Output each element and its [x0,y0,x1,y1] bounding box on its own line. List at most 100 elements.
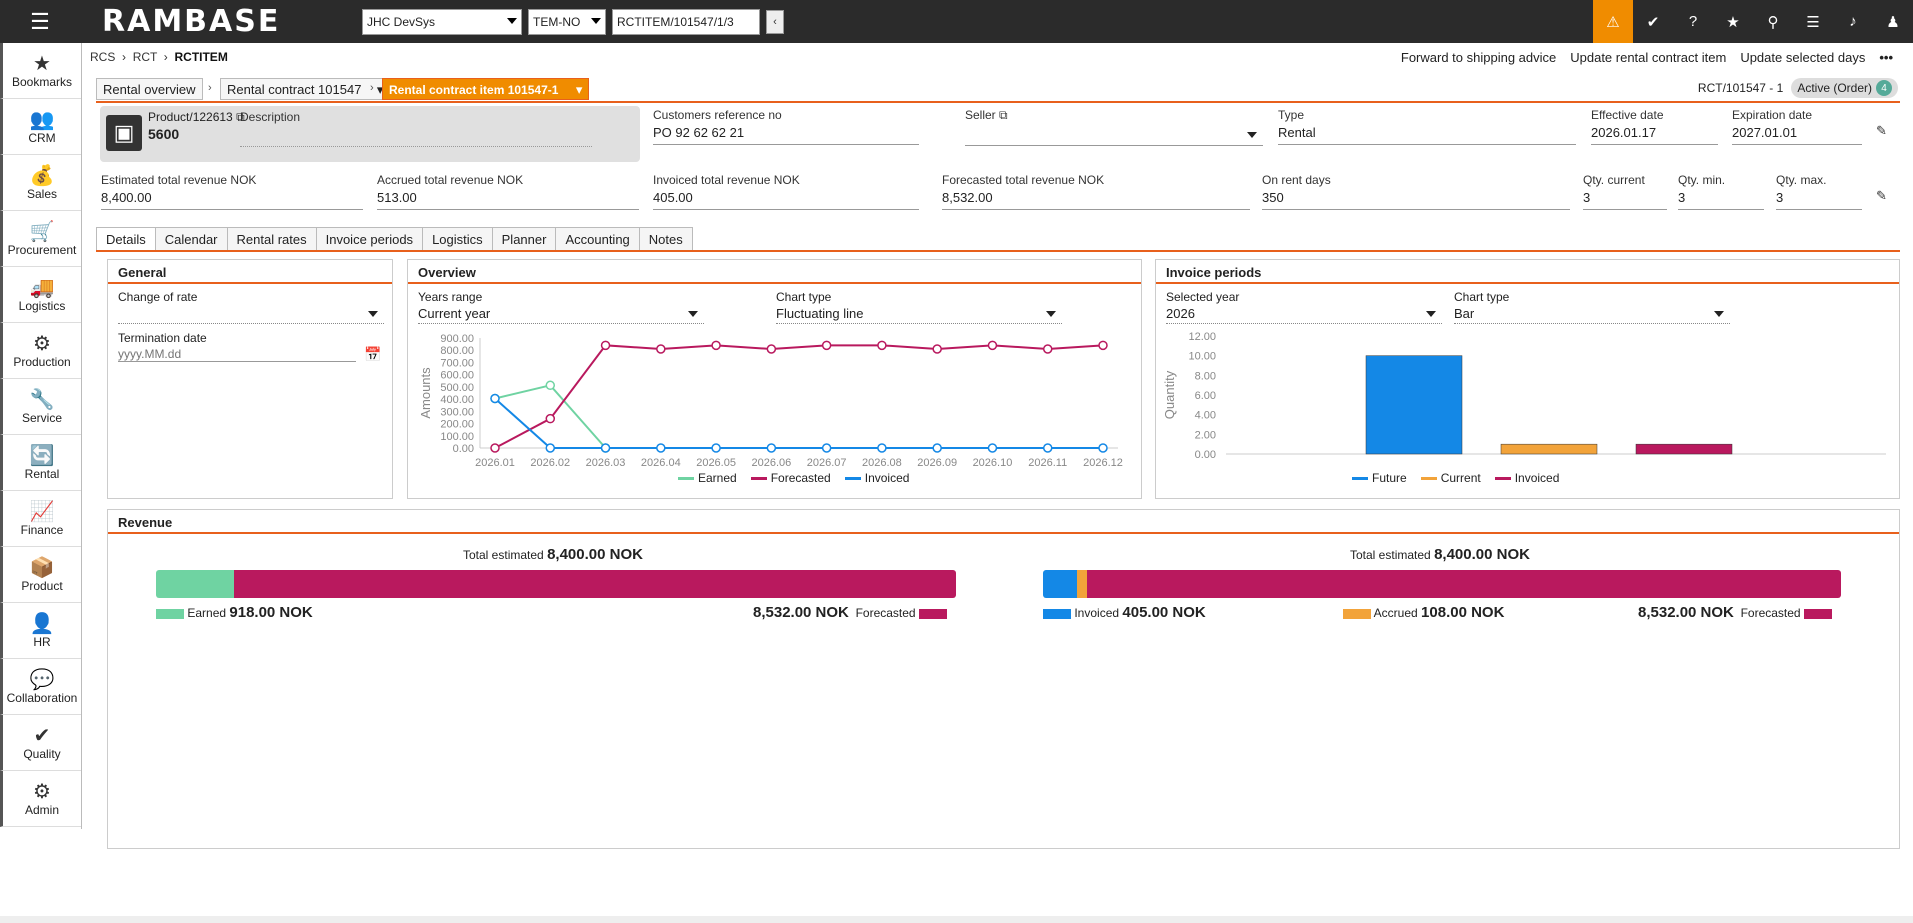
x-tick-label: 2026.06 [751,457,791,469]
sidebar-item-sales[interactable]: 💰 Sales [0,155,81,211]
path-input[interactable]: RCTITEM/101547/1/3 [612,8,760,35]
data-point [600,340,611,351]
legend-invoiced[interactable]: Invoiced [1494,471,1559,485]
sidebar-item-procurement[interactable]: 🛒 Procurement [0,211,81,267]
attachment-icon[interactable]: ⚲ [1767,13,1779,31]
sidebar-item-product[interactable]: 📦 Product [0,547,81,603]
forecasted-revenue-field: 8,532.00 [942,190,1250,210]
chevron-down-icon[interactable]: ▾ [575,82,583,97]
rental-overview-link[interactable]: Rental overview [96,78,203,100]
description-label: Description [240,110,301,124]
breadcrumb-rct[interactable]: RCT [132,50,158,64]
sidebar-item-crm[interactable]: 👥 CRM [0,99,81,155]
selected-year-label: Selected year [1166,290,1240,304]
qty-max-field[interactable]: 3 [1776,190,1862,210]
tab-planner[interactable]: Planner [491,227,557,251]
data-point [932,443,942,453]
breadcrumb: RCS › RCT › RCTITEM [90,50,228,64]
admin-icon: ⚙ [33,780,51,803]
invoice-chart-type-select[interactable]: Bar [1454,306,1730,324]
chevron-right-icon: › [208,82,212,94]
legend-forecasted[interactable]: Forecasted [750,471,831,485]
horizontal-scrollbar[interactable] [0,916,1913,923]
data-point [545,413,556,424]
breadcrumb-rcs[interactable]: RCS [90,50,116,64]
open-link-icon[interactable]: ⧉ [236,110,245,124]
years-range-select[interactable]: Current year [418,306,704,324]
chevron-down-icon [1046,311,1056,317]
sidebar-item-collaboration[interactable]: 💬 Collaboration [0,659,81,715]
sidebar-item-rental[interactable]: 🔄 Rental [0,435,81,491]
help-icon[interactable]: ? [1688,13,1698,30]
tab-rental-rates[interactable]: Rental rates [226,227,317,251]
effective-date-field[interactable]: 2026.01.17 [1591,125,1718,145]
tab-invoice-periods[interactable]: Invoice periods [315,227,424,251]
customer-ref-field[interactable]: PO 92 62 62 21 [653,125,919,145]
menu-icon[interactable]: ☰ [30,8,50,34]
forward-shipping-button[interactable]: Forward to shipping advice [1400,50,1557,65]
star-icon[interactable]: ★ [1726,13,1740,31]
tab-accounting[interactable]: Accounting [555,227,640,251]
user-icon[interactable]: ♟ [1886,13,1900,31]
chevron-down-icon[interactable]: ▾ [376,82,384,97]
selected-year-select[interactable]: 2026 [1166,306,1442,324]
more-icon[interactable]: ••• [1879,50,1893,65]
bell-icon[interactable]: ♪ [1849,13,1857,30]
update-item-button[interactable]: Update rental contract item [1570,50,1727,65]
legend-invoiced[interactable]: Invoiced [844,471,909,485]
description-field[interactable] [240,127,592,147]
qty-current-field[interactable]: 3 [1583,190,1667,210]
sidebar-item-label: Finance [20,522,64,537]
x-tick-label: 2026.02 [530,457,570,469]
type-field[interactable]: Rental [1278,125,1576,145]
rental-item-link[interactable]: Rental contract item 101547-1 ▾ [382,78,590,100]
warning-icon[interactable]: ⚠ [1593,0,1633,43]
sidebar-item-label: Logistics [18,298,66,313]
x-tick-label: 2026.09 [917,457,957,469]
system-select[interactable]: TEM-NO [528,8,606,35]
y-axis-label: Quantity [1162,370,1177,419]
company-select[interactable]: JHC DevSys [362,8,522,35]
legend-future[interactable]: Future [1352,471,1407,485]
chart-type-select[interactable]: Fluctuating line [776,306,1062,324]
qty-min-field[interactable]: 3 [1678,190,1764,210]
product-value: 5600 [148,126,180,142]
sidebar-item-production[interactable]: ⚙ Production [0,323,81,379]
rental-contract-link[interactable]: Rental contract 101547 ▾ [220,78,391,100]
sidebar-item-logistics[interactable]: 🚚 Logistics [0,267,81,323]
update-days-button[interactable]: Update selected days [1740,50,1866,65]
revenue-title: Revenue [108,510,1899,534]
product-link[interactable]: Product/122613 [148,110,233,124]
sidebar-item-finance[interactable]: 📈 Finance [0,491,81,547]
calendar-icon[interactable]: 📅 [364,346,382,362]
general-title: General [108,260,392,284]
invoiced-revenue-field: 405.00 [653,190,919,210]
sidebar-item-admin[interactable]: ⚙ Admin [0,771,81,827]
change-rate-select[interactable] [118,306,384,324]
y-tick-label: 8.00 [1195,370,1216,382]
termination-date-input[interactable] [118,347,356,362]
list-icon[interactable]: ☰ [1806,13,1820,31]
back-button[interactable]: ‹ [766,9,784,34]
sidebar-item-hr[interactable]: 👤 HR [0,603,81,659]
legend-current[interactable]: Current [1420,471,1481,485]
x-tick-label: 2026.10 [973,457,1013,469]
edit-icon[interactable]: ✎ [1876,188,1887,203]
verified-icon[interactable]: ✔ [1646,13,1660,31]
y-tick-label: 2.00 [1195,429,1216,441]
tab-details[interactable]: Details [96,227,156,251]
data-point [766,443,777,453]
y-tick-label: 0.00 [1195,449,1216,461]
sidebar-item-quality[interactable]: ✔ Quality [0,715,81,771]
open-link-icon[interactable]: ⧉ [999,108,1008,122]
seller-field[interactable] [965,126,1263,146]
data-point [1042,344,1053,354]
edit-icon[interactable]: ✎ [1876,123,1887,138]
expiration-date-field[interactable]: 2027.01.01 [1732,125,1862,145]
tab-logistics[interactable]: Logistics [422,227,493,251]
sidebar-item-bookmarks[interactable]: ★ Bookmarks [0,43,81,99]
tab-calendar[interactable]: Calendar [154,227,228,251]
legend-earned[interactable]: Earned [678,471,737,485]
sidebar-item-service[interactable]: 🔧 Service [0,379,81,435]
tab-notes[interactable]: Notes [638,227,693,251]
